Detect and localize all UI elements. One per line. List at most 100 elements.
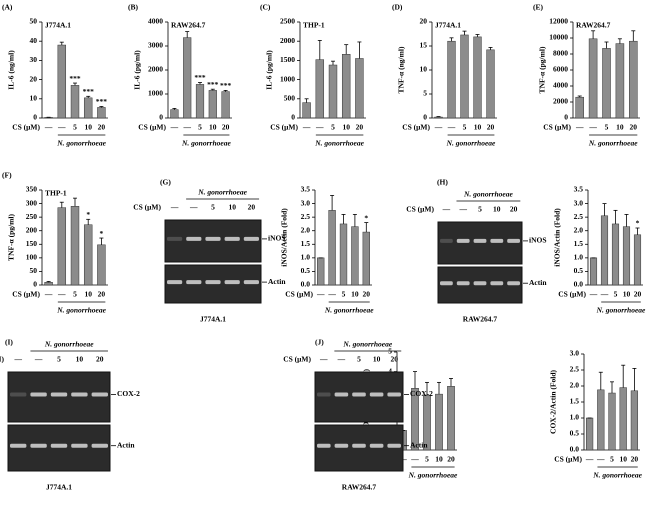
bar xyxy=(195,84,205,119)
cell-line-label: THP-1 xyxy=(45,189,67,198)
y-axis-label: IL-6 (pg/ml) xyxy=(133,50,142,90)
cell-line-label: RAW264.7 xyxy=(342,483,377,492)
y-tick-label: 10000 xyxy=(549,33,568,42)
x-tick-label: 10 xyxy=(351,290,359,299)
x-tick-label: 5 xyxy=(73,123,77,132)
panel-label: (E) xyxy=(533,3,544,12)
x-tick-label: 20 xyxy=(631,455,639,464)
x-tick-label: 10 xyxy=(342,123,350,132)
blot-panel xyxy=(7,424,111,472)
group-label: N. gonorrhoeae xyxy=(446,139,496,148)
blot-band xyxy=(387,443,401,448)
lane-label: 10 xyxy=(493,205,501,214)
bar xyxy=(460,34,469,119)
panel-label: (J) xyxy=(315,338,324,347)
cell-line-label: J774A.1 xyxy=(45,21,71,30)
y-tick-label: 10 xyxy=(420,65,428,74)
bar xyxy=(589,257,598,286)
x-tick-label: — xyxy=(44,290,53,299)
blot-band xyxy=(10,443,27,448)
y-axis-label: TNF-α (pg/ml) xyxy=(538,46,547,93)
y-tick-label: 3.5 xyxy=(574,185,584,194)
y-tick-label: 2.0 xyxy=(570,381,580,390)
blot-band xyxy=(91,443,108,448)
cs-label: CS (μM) xyxy=(554,455,582,464)
cell-line-label: RAW264.7 xyxy=(576,21,611,30)
lane-label: — xyxy=(13,355,22,364)
blot-band xyxy=(490,238,504,243)
x-tick-label: 20 xyxy=(447,455,455,464)
y-tick-label: 20 xyxy=(30,74,38,83)
lane-label: — xyxy=(337,355,346,364)
bar xyxy=(600,215,609,286)
blot-band xyxy=(352,392,366,397)
blot-band xyxy=(50,392,68,397)
significance: * xyxy=(100,229,104,238)
cs-label: CS (μM) xyxy=(283,355,311,364)
blot-band xyxy=(30,443,47,448)
panel-label: (C) xyxy=(260,3,271,12)
y-tick-label: 3.0 xyxy=(570,349,580,358)
bar xyxy=(97,244,106,286)
band-label: Actin xyxy=(268,277,286,286)
y-tick-label: 2000 xyxy=(148,65,163,74)
y-tick-label: 100 xyxy=(26,253,38,262)
x-tick-label: — xyxy=(327,290,336,299)
y-axis-label: IL-6 (pg/ml) xyxy=(265,50,274,90)
y-tick-label: 1.5 xyxy=(570,397,580,406)
group-label: N. gonorrhoeae xyxy=(197,188,247,197)
y-axis-label: TNF-α (ng/ml) xyxy=(397,46,406,93)
group-label: N. gonorrhoeae xyxy=(314,139,364,148)
y-tick-label: 0 xyxy=(159,113,163,122)
blot-panel xyxy=(7,371,111,423)
cs-label: CS (μM) xyxy=(270,123,298,132)
y-tick-label: 15 xyxy=(420,41,428,50)
bar xyxy=(486,49,495,119)
x-tick-label: 20 xyxy=(630,123,638,132)
blot-band xyxy=(71,443,88,448)
y-tick-label: 0 xyxy=(423,113,427,122)
x-tick-label: — xyxy=(44,123,53,132)
group-label: N. gonorrhoeae xyxy=(592,471,642,480)
bar xyxy=(328,210,336,286)
bar xyxy=(339,223,348,286)
blot-band xyxy=(224,236,240,241)
y-tick-label: 1.0 xyxy=(301,253,311,262)
blot-band xyxy=(473,281,487,286)
cs-label: CS (μM) xyxy=(558,290,586,299)
x-tick-label: 5 xyxy=(342,290,346,299)
y-tick-label: 2.5 xyxy=(301,212,311,221)
y-tick-label: 5 xyxy=(423,89,427,98)
y-tick-label: 40 xyxy=(30,36,38,45)
x-tick-label: 10 xyxy=(623,290,631,299)
cs-label: CS (μM) xyxy=(0,355,4,364)
bar xyxy=(615,43,625,119)
bar xyxy=(302,102,311,119)
significance: * xyxy=(364,213,368,222)
blot-band xyxy=(167,280,183,285)
bar xyxy=(619,387,627,451)
bar xyxy=(44,282,53,286)
x-tick-label: 20 xyxy=(363,290,371,299)
x-tick-label: 20 xyxy=(222,123,230,132)
group-label: N. gonorrhoeae xyxy=(324,306,374,315)
bar xyxy=(170,109,179,119)
group-label: N. gonorrhoeae xyxy=(463,190,513,199)
blot-band xyxy=(224,280,240,285)
bar xyxy=(57,44,67,119)
y-tick-label: 4000 xyxy=(553,81,568,90)
group-label: N. gonorrhoeae xyxy=(56,139,106,148)
lane-label: — xyxy=(319,355,328,364)
y-tick-label: 3.5 xyxy=(301,185,311,194)
lane-label: 5 xyxy=(57,355,61,364)
bar xyxy=(447,40,456,119)
y-axis-label: iNOS/Actin (Fold) xyxy=(280,208,289,267)
y-tick-label: 0 xyxy=(564,113,568,122)
y-tick-label: 0 xyxy=(33,280,37,289)
bar xyxy=(355,58,364,119)
bar xyxy=(328,64,338,119)
group-label: N. gonorrhoeae xyxy=(56,306,106,315)
cell-line-label: RAW264.7 xyxy=(463,315,498,324)
x-tick-label: 20 xyxy=(98,290,106,299)
x-tick-label: — xyxy=(302,123,311,132)
